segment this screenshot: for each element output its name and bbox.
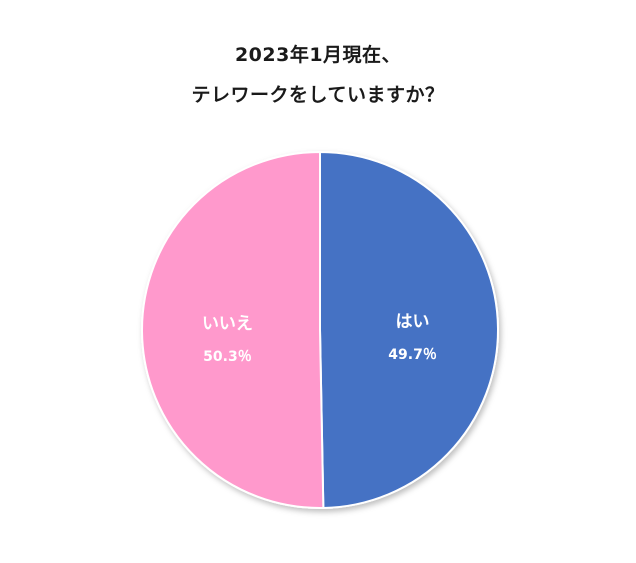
pie-slice-1	[141, 150, 325, 509]
pie-slices	[141, 150, 499, 509]
pie-labels: はい 49.7％ いいえ 50.3％	[202, 312, 437, 365]
chart-title-line-2: テレワークをしていますか？	[191, 84, 445, 106]
slice-value-label-1: 50.3％	[203, 349, 252, 365]
slice-label-0: はい	[396, 312, 430, 332]
chart-title-line-1: 2023年1月現在、	[234, 44, 402, 66]
pie-slice-0	[319, 150, 499, 509]
slice-label-1: いいえ	[202, 314, 253, 334]
slice-value-label-0: 49.7％	[388, 347, 437, 363]
